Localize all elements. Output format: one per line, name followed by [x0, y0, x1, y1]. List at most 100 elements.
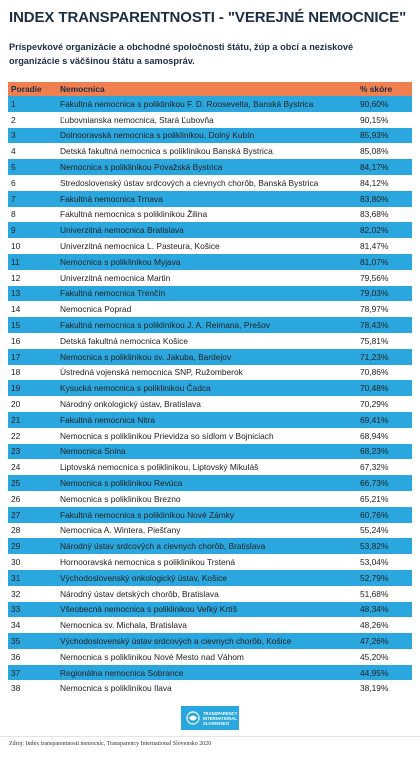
rank-cell: 28 [11, 525, 21, 536]
score-cell: 55,24% [360, 525, 389, 536]
table-row: 17 Nemocnica s poliklinikou sv. Jakuba, B… [8, 348, 412, 365]
rank-cell: 25 [11, 478, 21, 489]
score-cell: 65,21% [360, 493, 389, 504]
table-row: 27 Fakultná nemocnica s poliklinikou Nové… [8, 506, 412, 523]
score-cell: 70,48% [360, 383, 389, 394]
score-cell: 78,97% [360, 304, 389, 315]
table-row: 6 Stredoslovenský ústav srdcových a cievn… [8, 174, 412, 191]
table-row: 7 Fakultná nemocnica Trnava 83,80% [8, 190, 412, 207]
table-row: 36 Nemocnica s poliklinikou Nové Mesto na… [8, 648, 412, 665]
score-cell: 52,79% [360, 572, 389, 583]
rank-cell: 33 [11, 604, 21, 615]
hospital-cell: Fakultná nemocnica s poliklinikou F. D. … [60, 98, 314, 109]
hospital-cell: Univerzitná nemocnica Bratislava [60, 225, 184, 236]
rank-cell: 26 [11, 493, 21, 504]
column-header: % skóre [360, 84, 393, 94]
hospital-cell: Národný ústav detských chorôb, Bratislav… [60, 588, 219, 599]
table-row: 28 Nemocnica A. Wintera, Piešťany 55,24% [8, 522, 412, 539]
rank-cell: 6 [11, 177, 16, 188]
score-cell: 79,56% [360, 272, 389, 283]
rank-cell: 16 [11, 335, 21, 346]
rank-cell: 3 [11, 130, 16, 141]
score-cell: 51,68% [360, 588, 389, 599]
rank-cell: 24 [11, 462, 21, 473]
score-cell: 53,82% [360, 541, 389, 552]
header-row: Poradie Nemocnica % skóre [8, 82, 412, 96]
table-row: 14 Nemocnica Poprad 78,97% [8, 301, 412, 318]
hospital-cell: Kysucká nemocnica s poliklinikou Čadca [60, 383, 211, 394]
score-cell: 79,03% [360, 288, 389, 299]
hospital-cell: Národný onkologický ústav, Bratislava [60, 399, 201, 410]
score-cell: 53,04% [360, 557, 389, 567]
score-cell: 78,43% [360, 320, 389, 331]
hospital-cell: Nemocnica Poprad [60, 304, 132, 315]
score-cell: 48,26% [360, 620, 389, 631]
table-row: 34 Nemocnica sv. Michala, Bratislava 48,26… [8, 617, 412, 634]
rank-cell: 9 [11, 225, 16, 236]
table-row: 37 Regionálna nemocnica Sobrance 44,95% [8, 664, 412, 681]
hospital-cell: Fakultná nemocnica Nitra [60, 414, 155, 425]
score-cell: 48,34% [360, 604, 389, 615]
score-cell: 45,20% [360, 651, 389, 662]
hospital-cell: Nemocnica sv. Michala, Bratislava [60, 620, 187, 631]
score-cell: 83,68% [360, 209, 389, 220]
score-cell: 60,76% [360, 509, 389, 520]
hospital-cell: Všeobecná nemocnica s poliklinikou Veľký… [60, 604, 238, 615]
title: INDEX TRANSPARENTNOSTI - "VEREJNÉ NEMOCN… [9, 9, 407, 26]
rank-cell: 38 [11, 683, 21, 694]
rank-cell: 27 [11, 509, 21, 520]
rank-cell: 21 [11, 414, 21, 425]
rank-cell: 10 [11, 241, 21, 252]
rank-cell: 11 [11, 256, 20, 267]
rank-cell: 20 [11, 399, 21, 410]
hospital-cell: Nemocnica A. Wintera, Piešťany [60, 525, 181, 536]
rank-cell: 7 [11, 193, 16, 204]
hospital-cell: Detská fakultná nemocnica Košice [60, 335, 189, 346]
hospital-cell: Ústredná vojenská nemocnica SNP, Ružombe… [60, 367, 243, 378]
rank-cell: 5 [11, 162, 16, 173]
table-row: 25 Nemocnica s poliklinikou Revúca 66,73% [8, 475, 412, 491]
hospital-cell: Nemocnica Snina [60, 446, 126, 457]
score-cell: 68,23% [360, 446, 389, 457]
table-row: 21 Fakultná nemocnica Nitra 69,41% [8, 411, 412, 428]
table-row: 10 Univerzitná nemocnica L. Pasteura, Koš… [8, 238, 412, 254]
hospital-cell: Dolnooravská nemocnica s poliklinikou, D… [60, 130, 255, 141]
table-row: 16 Detská fakultná nemocnica Košice 75,81% [8, 332, 412, 349]
hospital-cell: Detská fakultná nemocnica s poliklinikou… [60, 146, 273, 157]
table-row: 24 Liptovská nemocnica s poliklinikou, Li… [8, 459, 412, 476]
rank-cell: 13 [11, 288, 21, 299]
table-row: 15 Fakultná nemocnica s poliklinikou J. A… [8, 317, 412, 333]
score-cell: 47,26% [360, 635, 389, 646]
table-row: 20 Národný onkologický ústav, Bratislava 7… [8, 396, 412, 412]
hospital-cell: Fakultná nemocnica s poliklinikou Nové Z… [60, 509, 235, 520]
rank-cell: 19 [11, 383, 21, 394]
column-header: Poradie [11, 84, 42, 94]
table-row: 9 Univerzitná nemocnica Bratislava 82,02% [8, 222, 412, 239]
table-row: 30 Hornooravská nemocnica s poliklinikou … [8, 554, 412, 570]
hospital-cell: Východoslovenský onkologický ústav, Koši… [60, 572, 227, 583]
score-cell: 68,94% [360, 430, 389, 441]
score-cell: 81,47% [360, 241, 389, 252]
rank-cell: 29 [11, 541, 21, 552]
logo: TRANSPARENCY INTERNATIONAL SLOVENSKO [181, 706, 239, 730]
source: Zdroj: Index transparentnosti nemocníc, … [9, 741, 212, 747]
hospital-cell: Liptovská nemocnica s poliklinikou, Lipt… [60, 462, 259, 473]
score-cell: 90,60% [360, 98, 389, 109]
hospital-cell: Nemocnica s poliklinikou Brezno [60, 493, 181, 504]
hospital-cell: Nemocnica s poliklinikou Revúca [60, 478, 183, 489]
table-row: 1 Fakultná nemocnica s poliklinikou F. D.… [8, 96, 412, 112]
table-row: 26 Nemocnica s poliklinikou Brezno 65,21% [8, 490, 412, 507]
rank-cell: 35 [11, 635, 21, 646]
score-cell: 70,86% [360, 367, 389, 378]
divider [0, 736, 420, 737]
hospital-cell: Nemocnica s poliklinikou Prievidza so sí… [60, 430, 274, 441]
hospital-cell: Stredoslovenský ústav srdcových a cievny… [60, 177, 319, 188]
score-cell: 69,41% [360, 414, 389, 425]
rank-cell: 36 [11, 651, 21, 662]
rank-cell: 8 [11, 209, 16, 220]
rank-cell: 17 [11, 351, 21, 362]
table-row: 35 Východoslovenský ústav srdcových a cie… [8, 633, 412, 649]
score-cell: 44,95% [360, 667, 389, 678]
table-row: 23 Nemocnica Snina 68,23% [8, 443, 412, 460]
